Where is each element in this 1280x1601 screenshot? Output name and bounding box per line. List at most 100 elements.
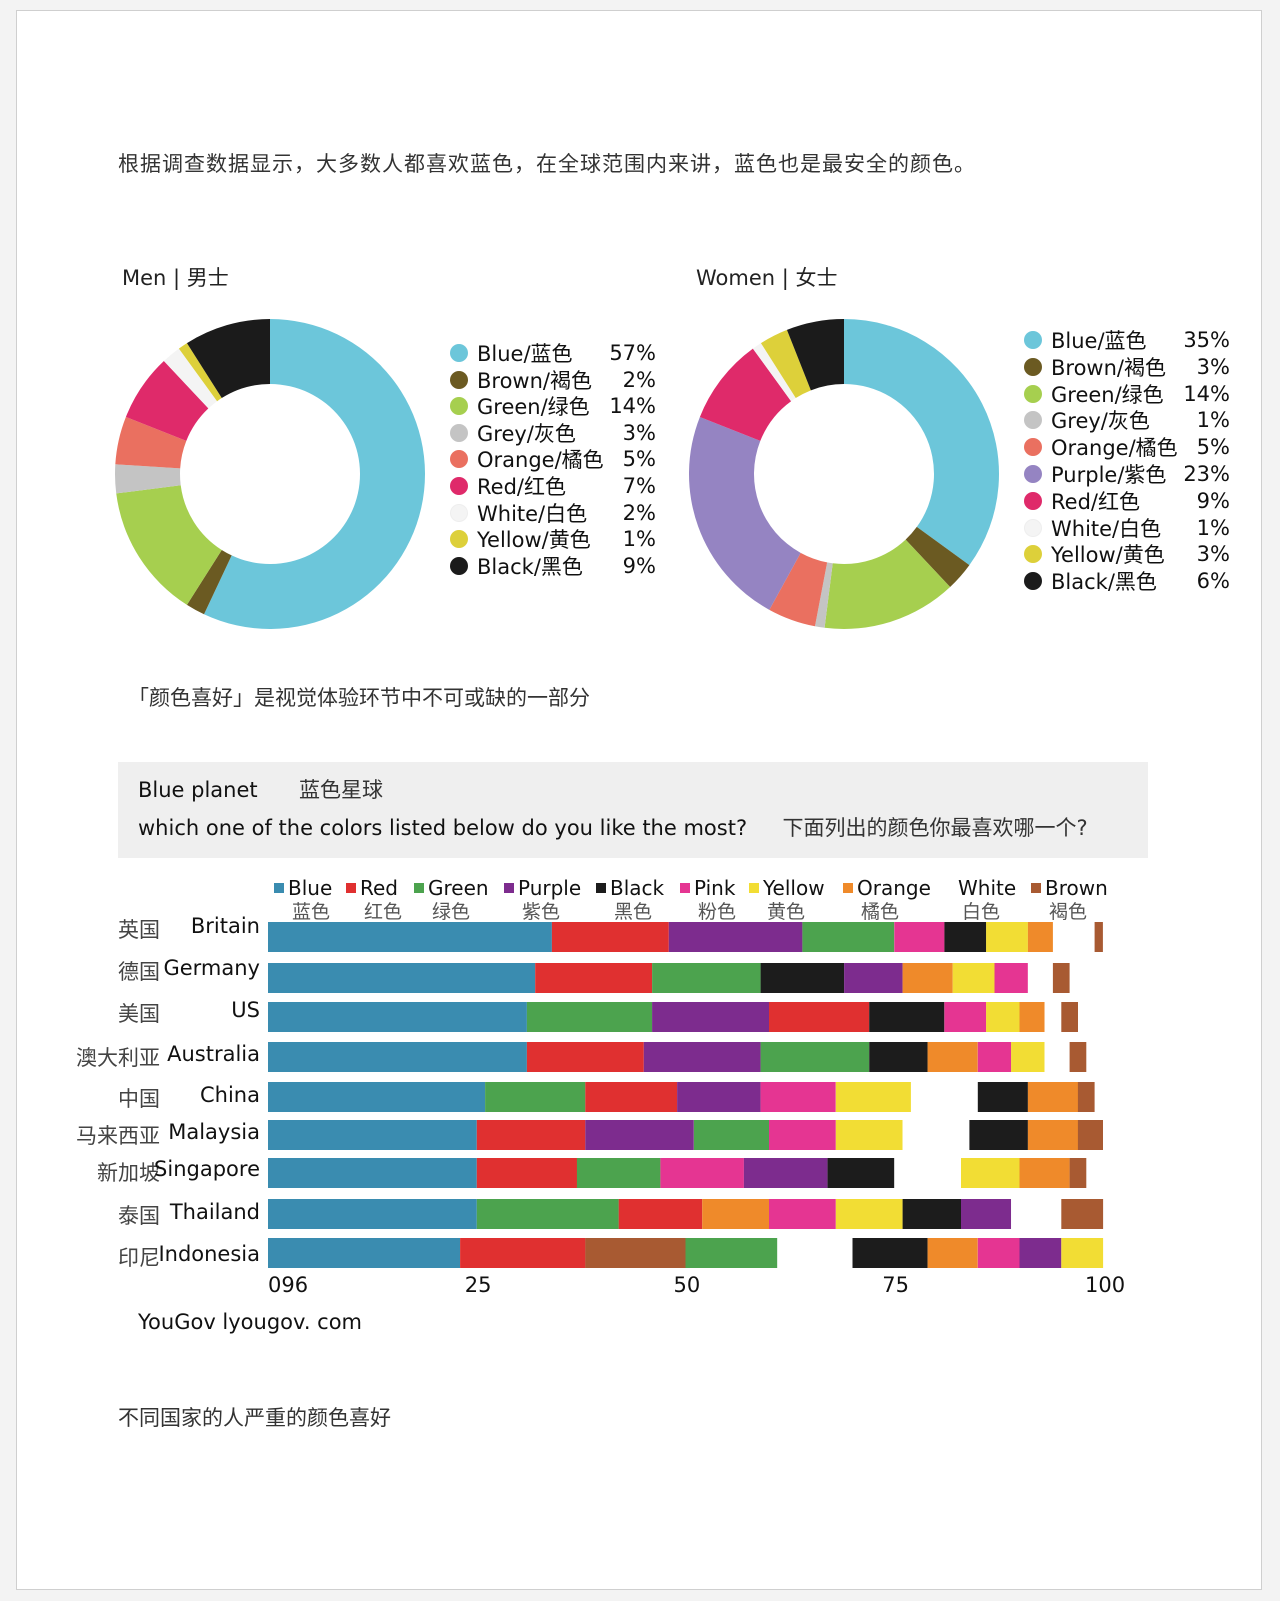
legend-swatch [346, 883, 356, 893]
bar-segment-malaysia-black [969, 1120, 1028, 1150]
legend-swatch [596, 883, 606, 893]
bar-segment-australia-pink [977, 1042, 1012, 1072]
pie-slice-grey [115, 464, 181, 494]
bar-segment-malaysia-blue [268, 1120, 477, 1150]
pie-slice-orange [115, 416, 187, 469]
legend-item-grey: Grey/灰色 [450, 420, 576, 446]
bar-segment-indonesia-black [852, 1238, 928, 1268]
country-label-en: Malaysia [168, 1120, 260, 1144]
legend-label-en: Black [610, 876, 665, 900]
legend-label: Green/绿色 [477, 395, 590, 420]
bar-segment-thailand-brown [1061, 1199, 1104, 1229]
bar-segment-indonesia-green [685, 1238, 778, 1268]
bar-segment-malaysia-white [902, 1120, 970, 1150]
country-label-zh: 澳大利亚 [76, 1046, 160, 1070]
legend-percent: 35% [1183, 328, 1230, 352]
bar-segment-china-black [977, 1082, 1028, 1112]
bar-segment-indonesia-red [460, 1238, 586, 1268]
country-label-en: Britain [190, 914, 260, 938]
bar-segment-us-pink [944, 1002, 987, 1032]
country-label-zh: 印尼 [118, 1246, 160, 1270]
legend-item-white: White/白色 [1024, 515, 1161, 541]
legend-item-blue: Blue/蓝色 [1024, 327, 1147, 353]
legend-percent: 3% [1196, 354, 1230, 379]
legend-swatch [414, 883, 424, 893]
bar-segment-britain-red [551, 922, 669, 952]
bar-segment-singapore-brown [1069, 1158, 1087, 1188]
legend-percent: 1% [622, 527, 656, 552]
x-tick-label: 096 [268, 1273, 309, 1297]
bar-segment-indonesia-white [777, 1238, 853, 1268]
legend-swatch [274, 883, 284, 893]
legend-percent: 3% [622, 420, 656, 445]
legend-dot [450, 423, 468, 442]
legend-swatch [944, 883, 954, 893]
legend-label-zh: 橘色 [861, 901, 900, 923]
country-label-en: Germany [163, 956, 260, 980]
bar-segment-britain-white [1052, 922, 1095, 952]
bar-segment-singapore-yellow [961, 1158, 1020, 1188]
bar-segment-germany-green [652, 963, 761, 993]
bar-segment-germany-red [535, 963, 653, 993]
blue-planet-header [118, 762, 1148, 858]
bar-segment-us-orange [1019, 1002, 1045, 1032]
bar-segment-us-red [769, 1002, 870, 1032]
legend-label-zh: 白色 [962, 901, 1001, 923]
country-label-en: Thailand [169, 1200, 260, 1224]
blue-planet-title-zh: 蓝色星球 [299, 778, 384, 802]
legend-percent: 5% [622, 447, 656, 472]
question-en: which one of the colors listed below do … [138, 816, 748, 840]
bar-segment-indonesia-orange [927, 1238, 978, 1268]
legend-label: Blue/蓝色 [477, 342, 573, 366]
x-tick-label: 25 [464, 1273, 492, 1297]
bar-segment-britain-orange [1027, 922, 1053, 952]
legend-percent: 6% [1196, 569, 1230, 594]
legend-percent: 57% [609, 341, 656, 365]
stacked-bar-chart [268, 922, 1104, 1268]
legend-label: Grey/灰色 [1051, 409, 1150, 434]
legend-label: Orange/橘色 [477, 448, 604, 473]
bar-segment-malaysia-brown [1077, 1120, 1103, 1150]
legend-dot [450, 450, 468, 469]
bar-segment-china-red [585, 1082, 678, 1112]
legend-percent: 1% [1196, 408, 1230, 433]
legend-label-zh: 粉色 [698, 901, 737, 923]
legend-item-red: Red/红色 [450, 473, 566, 499]
blue-planet-question: which one of the colors listed below do … [138, 812, 1088, 842]
legend-label: White/白色 [1051, 516, 1162, 541]
legend-label-en: Red [360, 876, 398, 900]
legend-swatch [680, 883, 690, 893]
pie-slice-white [752, 343, 796, 402]
legend-label: Brown/褐色 [477, 368, 592, 393]
bar-segment-britain-pink [894, 922, 945, 952]
bar-segment-us-blue [268, 1002, 527, 1032]
bar-segment-us-yellow [986, 1002, 1020, 1032]
bar-segment-us-black [869, 1002, 945, 1032]
legend-dot [450, 503, 468, 522]
pie-slice-purple [689, 416, 801, 610]
question-zh: 下面列出的颜色你最喜欢哪一个? [782, 816, 1088, 840]
bar-segment-thailand-purple [961, 1199, 1012, 1229]
bar-segment-australia-brown [1069, 1042, 1087, 1072]
legend-label-zh: 黑色 [614, 901, 653, 923]
bar-segment-germany-black [760, 963, 845, 993]
bar-segment-australia-red [526, 1042, 644, 1072]
country-label-zh: 美国 [118, 1002, 160, 1026]
bar-segment-australia-blue [268, 1042, 527, 1072]
legend-label-zh: 蓝色 [292, 901, 331, 923]
x-tick-label: 50 [673, 1273, 701, 1297]
bar-segment-germany-blue [268, 963, 536, 993]
legend-label-en: Blue [288, 876, 333, 900]
legend-item-red: Red/红色 [1024, 488, 1140, 514]
country-label-en: Indonesia [158, 1242, 260, 1266]
blue-planet-title: Blue planet 蓝色星球 [138, 774, 383, 804]
legend-label-en: White [958, 876, 1017, 900]
legend-item-green: Green/绿色 [450, 393, 590, 419]
legend-dot [450, 397, 468, 416]
bar-segment-germany-brown [1052, 963, 1070, 993]
bar-segment-singapore-purple [743, 1158, 828, 1188]
bar-segment-china-blue [268, 1082, 486, 1112]
women-legend: Blue/蓝色 35% Brown/褐色 3% Green/绿色 14% Grey/灰色 1%… [1024, 327, 1234, 597]
pie-slice-yellow [178, 343, 222, 402]
pie-slice-white [163, 348, 218, 409]
